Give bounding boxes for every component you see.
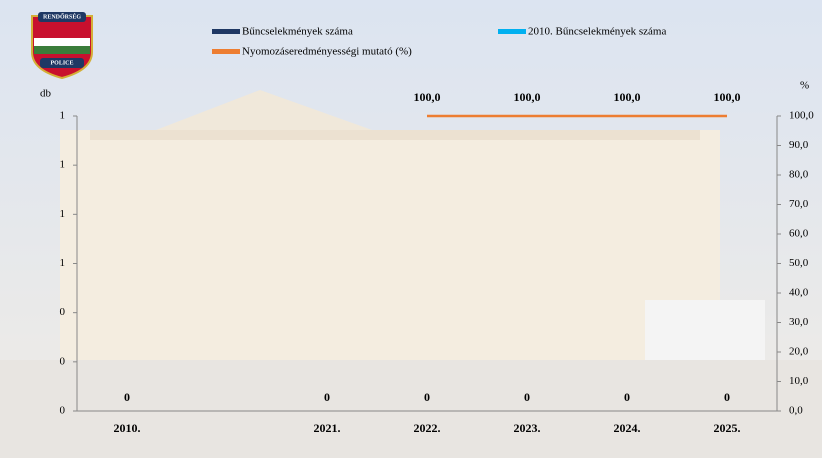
legend-label: 2010. Bűncselekmények száma [528,26,666,38]
y2-tick-label: 90,0 [789,139,809,151]
y2-tick-label: 40,0 [789,287,809,299]
legend-label: Nyomozáseredményességi mutató (%) [242,46,412,58]
legend-swatch [212,49,240,54]
data-label: 100,0 [414,90,441,104]
y2-tick-label: 100,0 [789,110,814,122]
y-tick-label: 1 [60,208,66,220]
data-label: 100,0 [714,90,741,104]
y-tick-label: 1 [60,257,66,269]
x-tick-label: 2010. [114,421,141,435]
y-tick-label: 1 [60,110,66,122]
x-tick-label: 2021. [314,421,341,435]
y2-tick-label: 70,0 [789,198,809,210]
y-tick-label: 0 [60,405,66,417]
x-tick-label: 2023. [514,421,541,435]
data-label: 0 [424,390,430,404]
data-label: 0 [124,390,130,404]
y2-tick-label: 60,0 [789,228,809,240]
y2-tick-label: 50,0 [789,257,809,269]
y-axis-title: db [40,88,52,100]
data-label: 0 [524,390,530,404]
x-tick-label: 2022. [414,421,441,435]
x-tick-label: 2025. [714,421,741,435]
y-tick-label: 0 [60,355,66,367]
y2-tick-label: 80,0 [789,169,809,181]
y-tick-label: 1 [60,159,66,171]
data-label: 0 [624,390,630,404]
logo-top-text: RENDŐRSÉG [43,12,81,20]
police-logo: RENDŐRSÉG POLICE [32,12,92,78]
y2-tick-label: 10,0 [789,375,809,387]
x-tick-label: 2024. [614,421,641,435]
y2-axis-title: % [800,80,809,92]
data-label: 100,0 [514,90,541,104]
data-label: 0 [724,390,730,404]
chart: RENDŐRSÉG POLICE db % 00011110,010,020,0… [0,0,822,458]
y-tick-label: 0 [60,306,66,318]
legend-swatch [498,29,526,34]
data-label: 0 [324,390,330,404]
data-label: 100,0 [614,90,641,104]
logo-bottom-text: POLICE [50,60,73,66]
y2-tick-label: 20,0 [789,346,809,358]
y2-tick-label: 30,0 [789,316,809,328]
legend-label: Bűncselekmények száma [242,26,353,38]
legend-swatch [212,29,240,34]
y2-tick-label: 0,0 [789,405,803,417]
